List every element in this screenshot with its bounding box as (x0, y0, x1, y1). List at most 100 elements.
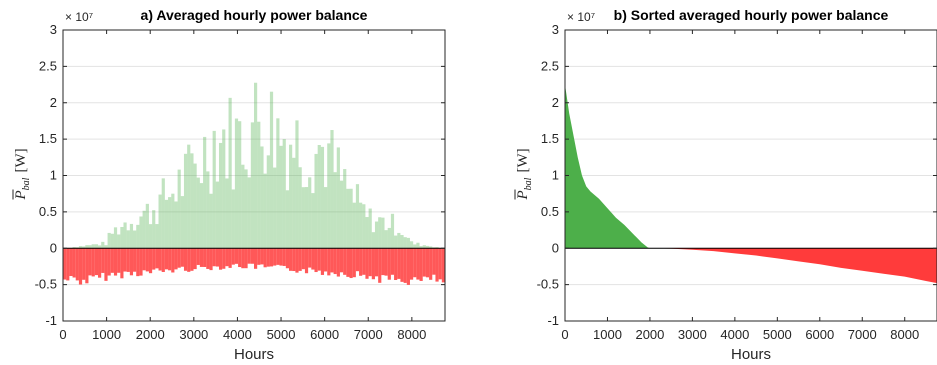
negative-bar (196, 248, 200, 265)
positive-bar (129, 223, 134, 249)
x-tick-label: 7000 (848, 327, 877, 342)
negative-bar (85, 248, 89, 284)
positive-bar (218, 142, 223, 249)
negative-bar (126, 248, 130, 272)
negative-bar (183, 248, 188, 271)
negative-bar (209, 248, 213, 271)
negative-bar (193, 248, 197, 270)
x-tick-label: 8000 (397, 327, 426, 342)
data-bars (63, 82, 445, 285)
negative-bar (273, 248, 277, 266)
negative-bar (187, 248, 191, 272)
negative-bar (359, 248, 363, 276)
positive-bar (142, 210, 146, 249)
negative-bar (285, 248, 290, 269)
x-tick-label: 5000 (763, 327, 792, 342)
x-ticks: 0 1000 2000 3000 4000 5000 6000 7000 8000 (59, 30, 426, 342)
x-tick-label: 0 (59, 327, 66, 342)
y-tick-label: -1 (547, 313, 559, 328)
positive-bar (435, 247, 439, 249)
negative-bar (409, 248, 414, 280)
negative-bar (215, 248, 219, 267)
positive-bar (113, 227, 118, 249)
negative-bar (142, 248, 146, 271)
positive-bar (298, 167, 302, 249)
positive-bar (85, 245, 89, 249)
negative-bar (212, 248, 216, 267)
positive-bar (148, 224, 153, 249)
x-tick-label: 4000 (223, 327, 252, 342)
y-multiplier: × 10⁷ (567, 10, 595, 24)
positive-bar (250, 122, 254, 249)
positive-bar (416, 242, 420, 249)
negative-bar (304, 248, 309, 274)
negative-bar (88, 248, 92, 276)
x-tick-label: 1000 (593, 327, 622, 342)
y-tick-label: 1.5 (541, 131, 559, 146)
positive-bar (355, 184, 360, 249)
negative-bar (371, 248, 375, 280)
positive-bar (88, 245, 92, 249)
negative-bar (276, 248, 280, 265)
negative-bar (234, 248, 239, 264)
positive-bar (279, 145, 283, 249)
negative-bar (422, 248, 426, 277)
positive-bar (387, 227, 391, 249)
positive-bar (136, 224, 140, 249)
positive-bar (269, 91, 274, 249)
negative-bar (110, 248, 114, 273)
positive-bar (168, 197, 172, 249)
negative-bar (113, 248, 118, 276)
negative-bar (250, 248, 254, 264)
negative-bar (374, 248, 379, 277)
positive-bar (400, 235, 404, 249)
negative-bar (75, 248, 79, 281)
x-tick-label: 6000 (310, 327, 339, 342)
positive-bar (171, 193, 175, 249)
positive-bar (429, 246, 433, 249)
svg-text:Pbal[W]: Pbal [W] (13, 148, 32, 200)
negative-bar (441, 248, 445, 283)
negative-area (649, 248, 937, 284)
positive-bar (199, 183, 204, 249)
negative-bar (419, 248, 423, 281)
negative-bar (225, 248, 229, 267)
positive-bar (285, 190, 290, 249)
positive-bar (390, 213, 395, 249)
x-tick-label: 1000 (92, 327, 121, 342)
positive-bar (234, 118, 239, 249)
positive-bar (273, 167, 277, 249)
positive-bar (244, 169, 248, 249)
negative-bar (91, 248, 95, 277)
y-ticks: -1 -0.5 0 0.5 1 1.5 2 2.5 3 (537, 22, 937, 328)
y-tick-label: 1 (50, 168, 57, 183)
positive-bar (164, 199, 169, 249)
positive-bar (397, 232, 401, 249)
positive-bar (82, 246, 86, 249)
y-axis-subscript: bal (21, 177, 32, 190)
positive-bar (422, 245, 426, 249)
chart-panel-a: 0 1000 2000 3000 4000 5000 6000 7000 8000 -1 -0.5… (12, 7, 446, 363)
positive-bar (225, 178, 229, 249)
negative-bar (244, 248, 248, 269)
positive-bar (190, 153, 194, 249)
positive-bar (126, 230, 130, 249)
negative-bar (241, 248, 245, 269)
negative-bar (228, 248, 232, 268)
negative-bar (384, 248, 388, 276)
positive-bar (346, 188, 350, 249)
negative-bar (394, 248, 398, 281)
positive-bar (282, 139, 286, 249)
negative-bar (292, 248, 296, 272)
x-tick-label: 4000 (720, 327, 749, 342)
positive-bar (231, 189, 235, 249)
negative-bar (317, 248, 321, 271)
positive-bar (339, 180, 344, 249)
y-tick-label: -0.5 (35, 277, 57, 292)
positive-bar (206, 171, 210, 249)
positive-bar (94, 244, 99, 249)
positive-bar (403, 237, 407, 249)
negative-bar (123, 248, 127, 272)
negative-bar (365, 248, 369, 279)
positive-bar (419, 246, 423, 249)
